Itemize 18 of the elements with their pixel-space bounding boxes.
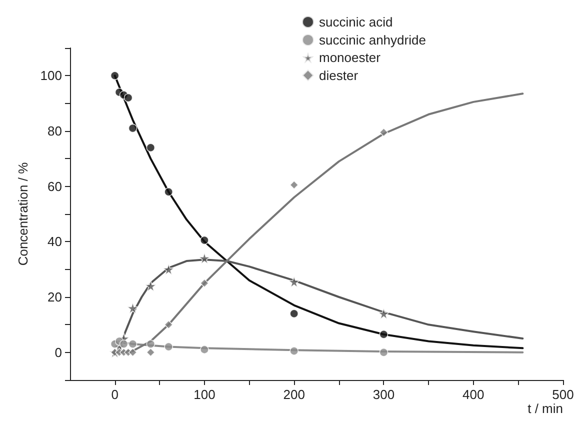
y-tick-label: 40 xyxy=(48,234,62,250)
legend-label: monoester xyxy=(319,50,382,66)
legend-label: diester xyxy=(319,68,359,83)
x-tick-label: 500 xyxy=(552,387,574,402)
legend-label: succinic acid xyxy=(319,14,393,30)
y-axis-title: Concentration / % xyxy=(15,162,30,266)
y-tick-label: 20 xyxy=(48,290,62,304)
x-tick-label: 100 xyxy=(194,387,216,402)
x-axis-title: t / min xyxy=(528,401,563,416)
legend-label: succinic anhydride xyxy=(319,32,426,48)
y-tick-label: 0 xyxy=(54,344,62,360)
x-tick-label: 200 xyxy=(283,387,305,402)
x-tick-label: 400 xyxy=(462,387,484,402)
y-tick-label: 80 xyxy=(48,124,62,138)
x-tick-label: 300 xyxy=(372,387,395,402)
y-tick-label: 60 xyxy=(48,178,62,194)
y-tick-label: 100 xyxy=(40,68,62,84)
x-tick-label: 0 xyxy=(111,387,118,402)
